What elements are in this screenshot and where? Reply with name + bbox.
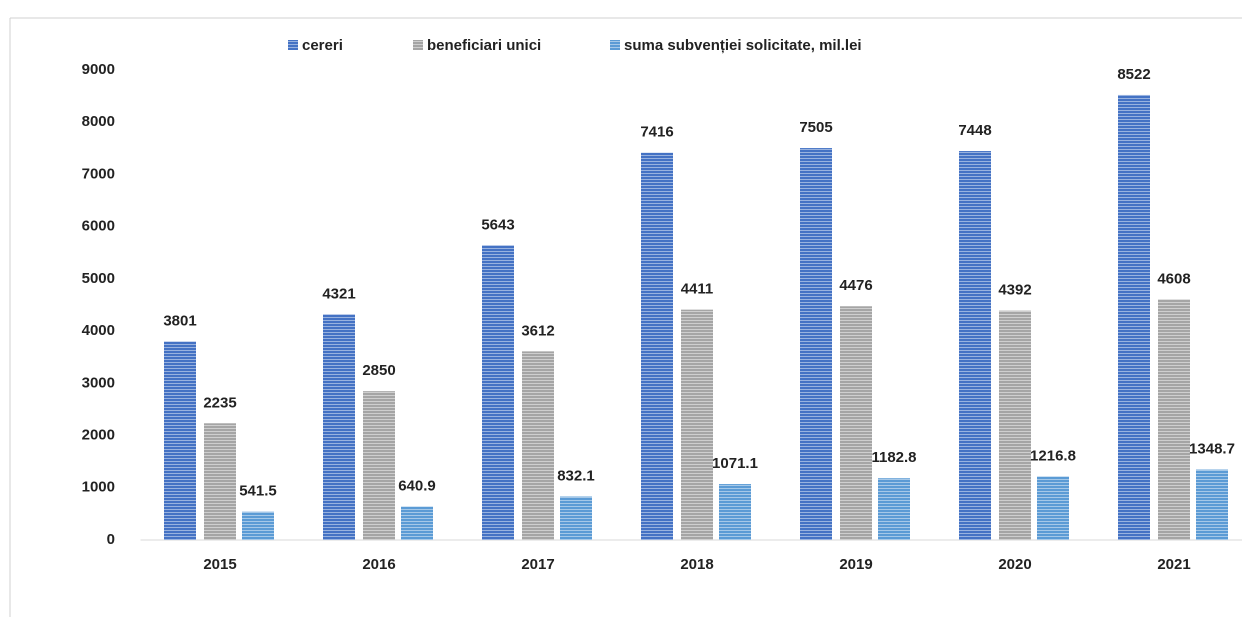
bar <box>800 148 832 541</box>
y-tick-label: 4000 <box>82 322 115 339</box>
data-label: 4321 <box>322 285 355 302</box>
data-label: 1348.7 <box>1189 441 1235 458</box>
bar <box>204 423 236 540</box>
y-tick-label: 3000 <box>82 374 115 391</box>
legend-label: cereri <box>302 37 343 54</box>
bar <box>878 478 910 540</box>
data-label: 7448 <box>958 122 991 139</box>
bar <box>641 152 673 540</box>
data-label: 832.1 <box>557 468 595 485</box>
bar <box>1196 469 1228 540</box>
data-label: 3801 <box>163 312 196 329</box>
data-label: 1071.1 <box>712 455 758 472</box>
bar <box>1158 299 1190 540</box>
y-tick-label: 8000 <box>82 113 115 130</box>
data-label: 7505 <box>799 119 832 136</box>
y-tick-label: 2000 <box>82 427 115 444</box>
y-tick-label: 6000 <box>82 218 115 235</box>
x-tick-label: 2020 <box>998 556 1031 573</box>
data-label: 5643 <box>481 216 514 233</box>
bar <box>959 151 991 540</box>
x-tick-label: 2015 <box>203 556 236 573</box>
bar <box>323 314 355 540</box>
legend-swatch <box>288 40 298 50</box>
data-label: 2235 <box>203 394 236 411</box>
bar <box>840 306 872 540</box>
data-label: 4392 <box>998 282 1031 299</box>
legend-label: suma subvenției solicitate, mil.lei <box>624 37 862 54</box>
bar <box>999 310 1031 540</box>
legend-label: beneficiari unici <box>427 37 541 54</box>
y-tick-label: 9000 <box>82 61 115 78</box>
bar <box>719 484 751 540</box>
data-label: 640.9 <box>398 477 436 494</box>
bar <box>164 341 196 540</box>
bar <box>681 309 713 540</box>
bar <box>242 511 274 540</box>
x-tick-label: 2018 <box>680 556 713 573</box>
data-label: 7416 <box>640 124 673 141</box>
x-tick-label: 2021 <box>1157 556 1190 573</box>
y-tick-label: 0 <box>107 531 115 548</box>
data-label: 3612 <box>521 322 554 339</box>
y-tick-label: 5000 <box>82 270 115 287</box>
y-tick-label: 7000 <box>82 165 115 182</box>
bar <box>482 245 514 540</box>
data-label: 1216.8 <box>1030 447 1076 464</box>
data-label: 4476 <box>839 277 872 294</box>
data-label: 541.5 <box>239 483 277 500</box>
legend-swatch <box>413 40 423 50</box>
bar <box>1037 476 1069 540</box>
data-label: 4411 <box>681 281 714 298</box>
data-label: 1182.8 <box>871 449 916 466</box>
legend-swatch <box>610 40 620 50</box>
x-tick-label: 2016 <box>362 556 395 573</box>
bar <box>363 391 395 540</box>
bar <box>401 506 433 540</box>
data-label: 8522 <box>1117 66 1150 83</box>
x-tick-label: 2019 <box>839 556 872 573</box>
bar <box>1118 94 1150 540</box>
y-tick-label: 1000 <box>82 479 115 496</box>
data-label: 2850 <box>362 362 395 379</box>
bar <box>522 351 554 540</box>
bar <box>560 496 592 540</box>
data-label: 4608 <box>1157 270 1190 287</box>
x-tick-label: 2017 <box>521 556 554 573</box>
